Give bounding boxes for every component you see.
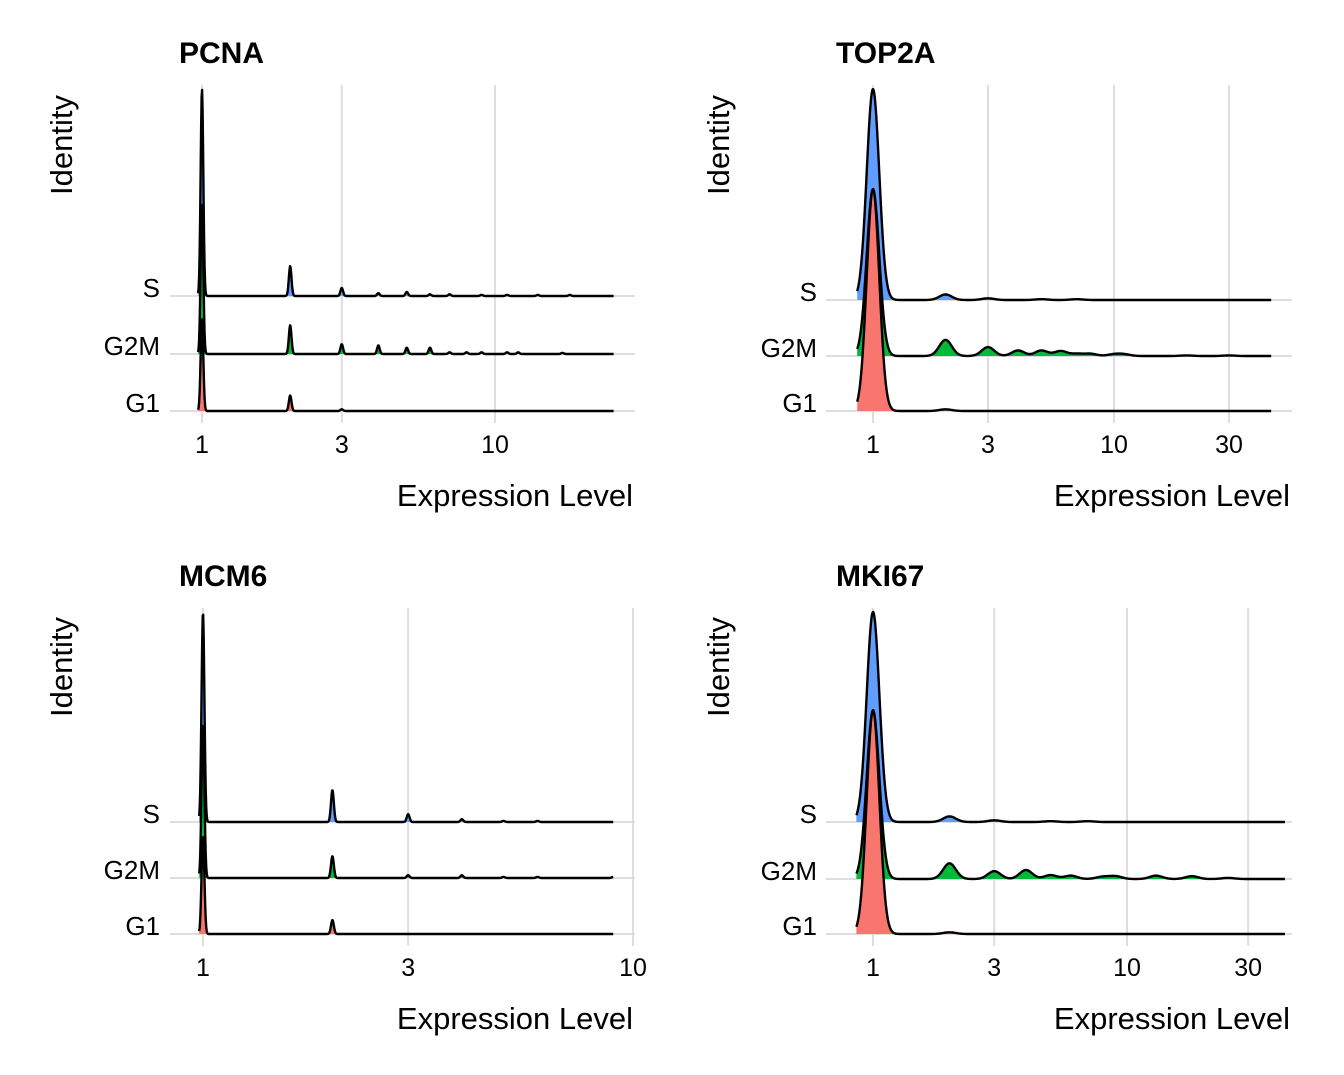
- x-tick-label: 3: [401, 954, 415, 982]
- ridge-fill-s: [856, 612, 1286, 822]
- y-axis-label: Identity: [44, 95, 79, 195]
- y-tick-label-g2m: G2M: [104, 855, 160, 885]
- x-axis-label: Expression Level: [1054, 1001, 1290, 1036]
- y-tick-label-s: S: [143, 799, 160, 829]
- x-tick-label: 10: [619, 954, 647, 982]
- ridge-fill-s: [198, 89, 615, 297]
- ridge-line-s: [856, 88, 1272, 302]
- x-axis-label: Expression Level: [397, 1001, 633, 1036]
- y-tick-label-g1: G1: [125, 388, 160, 418]
- x-tick-label: 3: [987, 954, 1001, 982]
- ridge-fill-s: [199, 614, 614, 822]
- panel-mki67: S G2M G1 MKI67 1 3 10 30 Expression Level Identit…: [701, 560, 1292, 1036]
- ridge-line-g2m: [198, 724, 614, 880]
- panel-title: PCNA: [179, 37, 264, 70]
- x-tick-label: 1: [866, 431, 880, 459]
- ridge-fill-g2m: [198, 205, 615, 354]
- ridge-fill-g1: [198, 319, 615, 411]
- y-axis-label: Identity: [44, 617, 79, 717]
- ridge-line-g1: [198, 836, 614, 936]
- ridge-fill-g2m: [856, 711, 1286, 879]
- x-tick-label: 3: [981, 431, 995, 459]
- ridge-line-g1: [855, 708, 1286, 936]
- x-axis-label: Expression Level: [397, 478, 633, 513]
- x-tick-label: 3: [335, 431, 349, 459]
- ridge-line-s: [196, 88, 615, 298]
- ridge-line-s: [855, 610, 1286, 824]
- panel-title: TOP2A: [836, 37, 935, 70]
- ridge-line-g1: [196, 318, 615, 413]
- ridge-fill-g2m: [857, 189, 1272, 356]
- panel-top2a: S G2M G1 TOP2A 1 3 10 30 Expression Level Identit…: [701, 37, 1292, 513]
- y-tick-label-g1: G1: [782, 911, 817, 941]
- panel-title: MCM6: [179, 560, 267, 593]
- ridge-fill-s: [857, 89, 1272, 300]
- x-axis-label: Expression Level: [1054, 478, 1290, 513]
- ridge-line-g1: [856, 187, 1272, 413]
- panel-title: MKI67: [836, 560, 924, 593]
- ridge-fill-g1: [199, 837, 614, 934]
- y-tick-label-g2m: G2M: [761, 856, 817, 886]
- y-tick-label-g1: G1: [782, 388, 817, 418]
- ridge-line-s: [198, 613, 614, 824]
- x-tick-label: 10: [481, 431, 509, 459]
- x-tick-label: 10: [1100, 431, 1128, 459]
- panel-pcna: S G2M G1 PCNA 1 3 10 Expression Level Identity: [44, 37, 635, 513]
- y-tick-label-s: S: [800, 799, 817, 829]
- y-tick-label-g2m: G2M: [104, 331, 160, 361]
- x-tick-label: 30: [1215, 431, 1243, 459]
- ridge-line-g2m: [196, 204, 615, 356]
- y-tick-label-s: S: [143, 273, 160, 303]
- y-tick-label-s: S: [800, 277, 817, 307]
- x-tick-label: 1: [196, 954, 210, 982]
- y-tick-label-g2m: G2M: [761, 333, 817, 363]
- x-tick-label: 10: [1113, 954, 1141, 982]
- x-tick-label: 1: [866, 954, 880, 982]
- y-axis-label: Identity: [701, 95, 736, 195]
- ridge-fill-g2m: [199, 726, 614, 878]
- x-tick-label: 1: [195, 431, 209, 459]
- y-tick-label-g1: G1: [125, 911, 160, 941]
- y-axis-label: Identity: [701, 617, 736, 717]
- ridge-line-g2m: [855, 709, 1286, 881]
- panel-mcm6: S G2M G1 MCM6 1 3 10 Expression Level Identity: [44, 560, 647, 1036]
- ridge-line-g2m: [856, 188, 1272, 358]
- x-tick-label: 30: [1234, 954, 1262, 982]
